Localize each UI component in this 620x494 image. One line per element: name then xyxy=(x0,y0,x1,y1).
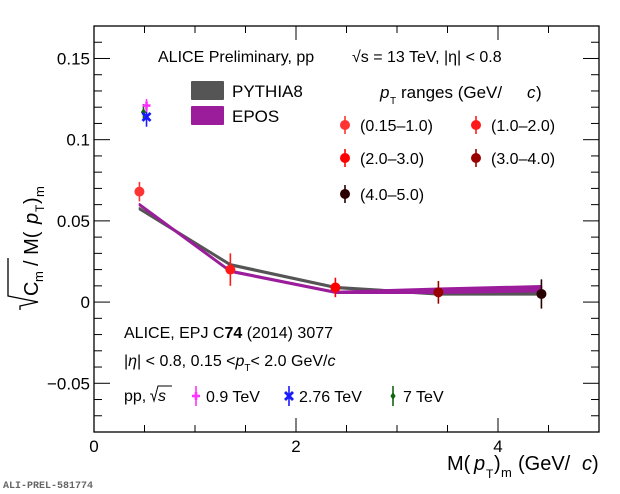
legend-marker xyxy=(340,120,350,130)
svg-text:c: c xyxy=(527,83,536,102)
svg-text:m: m xyxy=(32,186,47,197)
svg-text:p: p xyxy=(379,83,389,102)
reference-point xyxy=(142,99,151,113)
legend-label-epos: EPOS xyxy=(232,107,279,126)
marker-x-b xyxy=(284,391,294,401)
y-tick-label: 0.15 xyxy=(57,49,90,68)
legend-swatch-pythia8 xyxy=(191,81,224,100)
svg-text:T: T xyxy=(33,204,47,212)
x-tick-label: 2 xyxy=(291,437,300,456)
svg-text:): ) xyxy=(494,453,501,475)
citation-prefix: ALICE, EPJ C xyxy=(124,325,224,342)
y-tick-label: 0.1 xyxy=(66,131,90,150)
svg-text:C: C xyxy=(21,282,43,296)
marker-diamond xyxy=(390,392,396,400)
citation-volume: 74 xyxy=(224,325,242,342)
svg-text:T: T xyxy=(390,96,396,107)
legend-label: 0.9 TeV xyxy=(206,389,260,406)
watermark: ALI-PREL-581774 xyxy=(3,481,93,492)
y-tick-label: −0.05 xyxy=(47,374,90,393)
svg-text:): ) xyxy=(21,197,43,204)
data-point xyxy=(134,181,145,202)
reference-cuts: |η| < 0.8, 0.15 <pT< 2.0 GeV/c xyxy=(124,353,335,374)
pt-legend-title: p T ranges (GeV/ c ) xyxy=(379,83,542,107)
svg-text:c: c xyxy=(582,453,592,475)
reference-legend-prefix: pp, s xyxy=(124,385,172,405)
legend-label: (3.0–4.0) xyxy=(491,151,555,168)
svg-text:s: s xyxy=(158,388,166,405)
legend-entry: (1.0–2.0) xyxy=(471,116,555,135)
energy-label: √s = 13 TeV, |η| < 0.8 xyxy=(352,49,502,66)
legend-label: (0.15–1.0) xyxy=(360,118,433,135)
model-legend: PYTHIA8 EPOS xyxy=(191,81,303,126)
legend-swatch-epos xyxy=(191,106,224,125)
data-point xyxy=(330,277,341,298)
legend-label: (1.0–2.0) xyxy=(491,118,555,135)
y-axis-label: C m / M( p T ) m xyxy=(7,186,47,310)
chart-title: ALICE Preliminary, pp xyxy=(158,49,314,66)
marker xyxy=(134,186,145,197)
svg-text:pp,: pp, xyxy=(124,388,146,405)
marker-x-b xyxy=(141,111,152,122)
legend-marker xyxy=(471,120,481,130)
legend-label: (4.0–5.0) xyxy=(360,187,424,204)
svg-text:/ M(: / M( xyxy=(21,231,43,266)
legend-label: 7 TeV xyxy=(403,389,444,406)
svg-text:m: m xyxy=(501,465,512,480)
svg-text:p: p xyxy=(21,213,43,225)
citation-suffix: (2014) 3077 xyxy=(242,325,333,342)
svg-text:|η| < 0.8, 0.15 <pT< 2.0 GeV/c: |η| < 0.8, 0.15 <pT< 2.0 GeV/c xyxy=(124,353,335,374)
reference-legend-entry: 2.76 TeV xyxy=(284,386,362,406)
model-band-pythia8 xyxy=(138,207,543,296)
axis-ticks xyxy=(93,25,600,433)
x-tick-label: 0 xyxy=(89,437,98,456)
legend-marker xyxy=(340,153,350,163)
data-point xyxy=(225,253,236,286)
svg-text:): ) xyxy=(592,453,599,475)
legend-entry: (3.0–4.0) xyxy=(471,149,555,168)
legend-marker xyxy=(340,189,350,199)
reference-points xyxy=(140,99,152,127)
legend-entry: (2.0–3.0) xyxy=(340,149,424,168)
legend-label-pythia8: PYTHIA8 xyxy=(232,82,303,101)
data-points xyxy=(134,181,547,309)
marker xyxy=(536,288,547,299)
legend-entry: (4.0–5.0) xyxy=(340,185,424,204)
axis-tick-labels: 0 2 4 −0.05 0 0.05 0.1 0.15 xyxy=(47,49,503,456)
svg-text:(GeV/: (GeV/ xyxy=(518,453,571,475)
svg-text:ALICE, EPJ C74 (2014) 3077: ALICE, EPJ C74 (2014) 3077 xyxy=(124,325,333,342)
marker xyxy=(330,282,341,293)
legend-label: 2.76 TeV xyxy=(299,389,362,406)
reference-legend-entry: 7 TeV xyxy=(390,386,444,406)
svg-text:m: m xyxy=(31,271,46,282)
data-point xyxy=(536,279,547,309)
svg-text:p: p xyxy=(473,453,485,475)
data-point xyxy=(433,280,444,304)
reference-legend: 0.9 TeV 2.76 TeV 7 TeV xyxy=(192,386,444,406)
svg-text:ranges (GeV/: ranges (GeV/ xyxy=(401,83,502,102)
marker xyxy=(433,287,444,298)
legend-entry: (0.15–1.0) xyxy=(340,116,433,135)
svg-text:M(: M( xyxy=(447,453,471,475)
reference-legend-entry: 0.9 TeV xyxy=(192,386,260,406)
svg-text:T: T xyxy=(486,467,494,481)
model-curves xyxy=(138,203,543,296)
x-tick-label: 4 xyxy=(493,437,502,456)
svg-text:): ) xyxy=(536,83,542,102)
legend-label: (2.0–3.0) xyxy=(360,151,424,168)
reference-citation: ALICE, EPJ C74 (2014) 3077 xyxy=(124,325,333,342)
legend-marker xyxy=(471,153,481,163)
x-axis-label: M( p T ) m (GeV/ c ) xyxy=(447,453,599,481)
marker xyxy=(225,264,236,275)
model-band-epos xyxy=(138,203,543,294)
pt-legend: (0.15–1.0) (1.0–2.0) (2.0–3.0) (3.0–4.0) (4.… xyxy=(340,116,555,204)
y-tick-label: 0 xyxy=(81,293,90,312)
y-tick-label: 0.05 xyxy=(57,212,90,231)
